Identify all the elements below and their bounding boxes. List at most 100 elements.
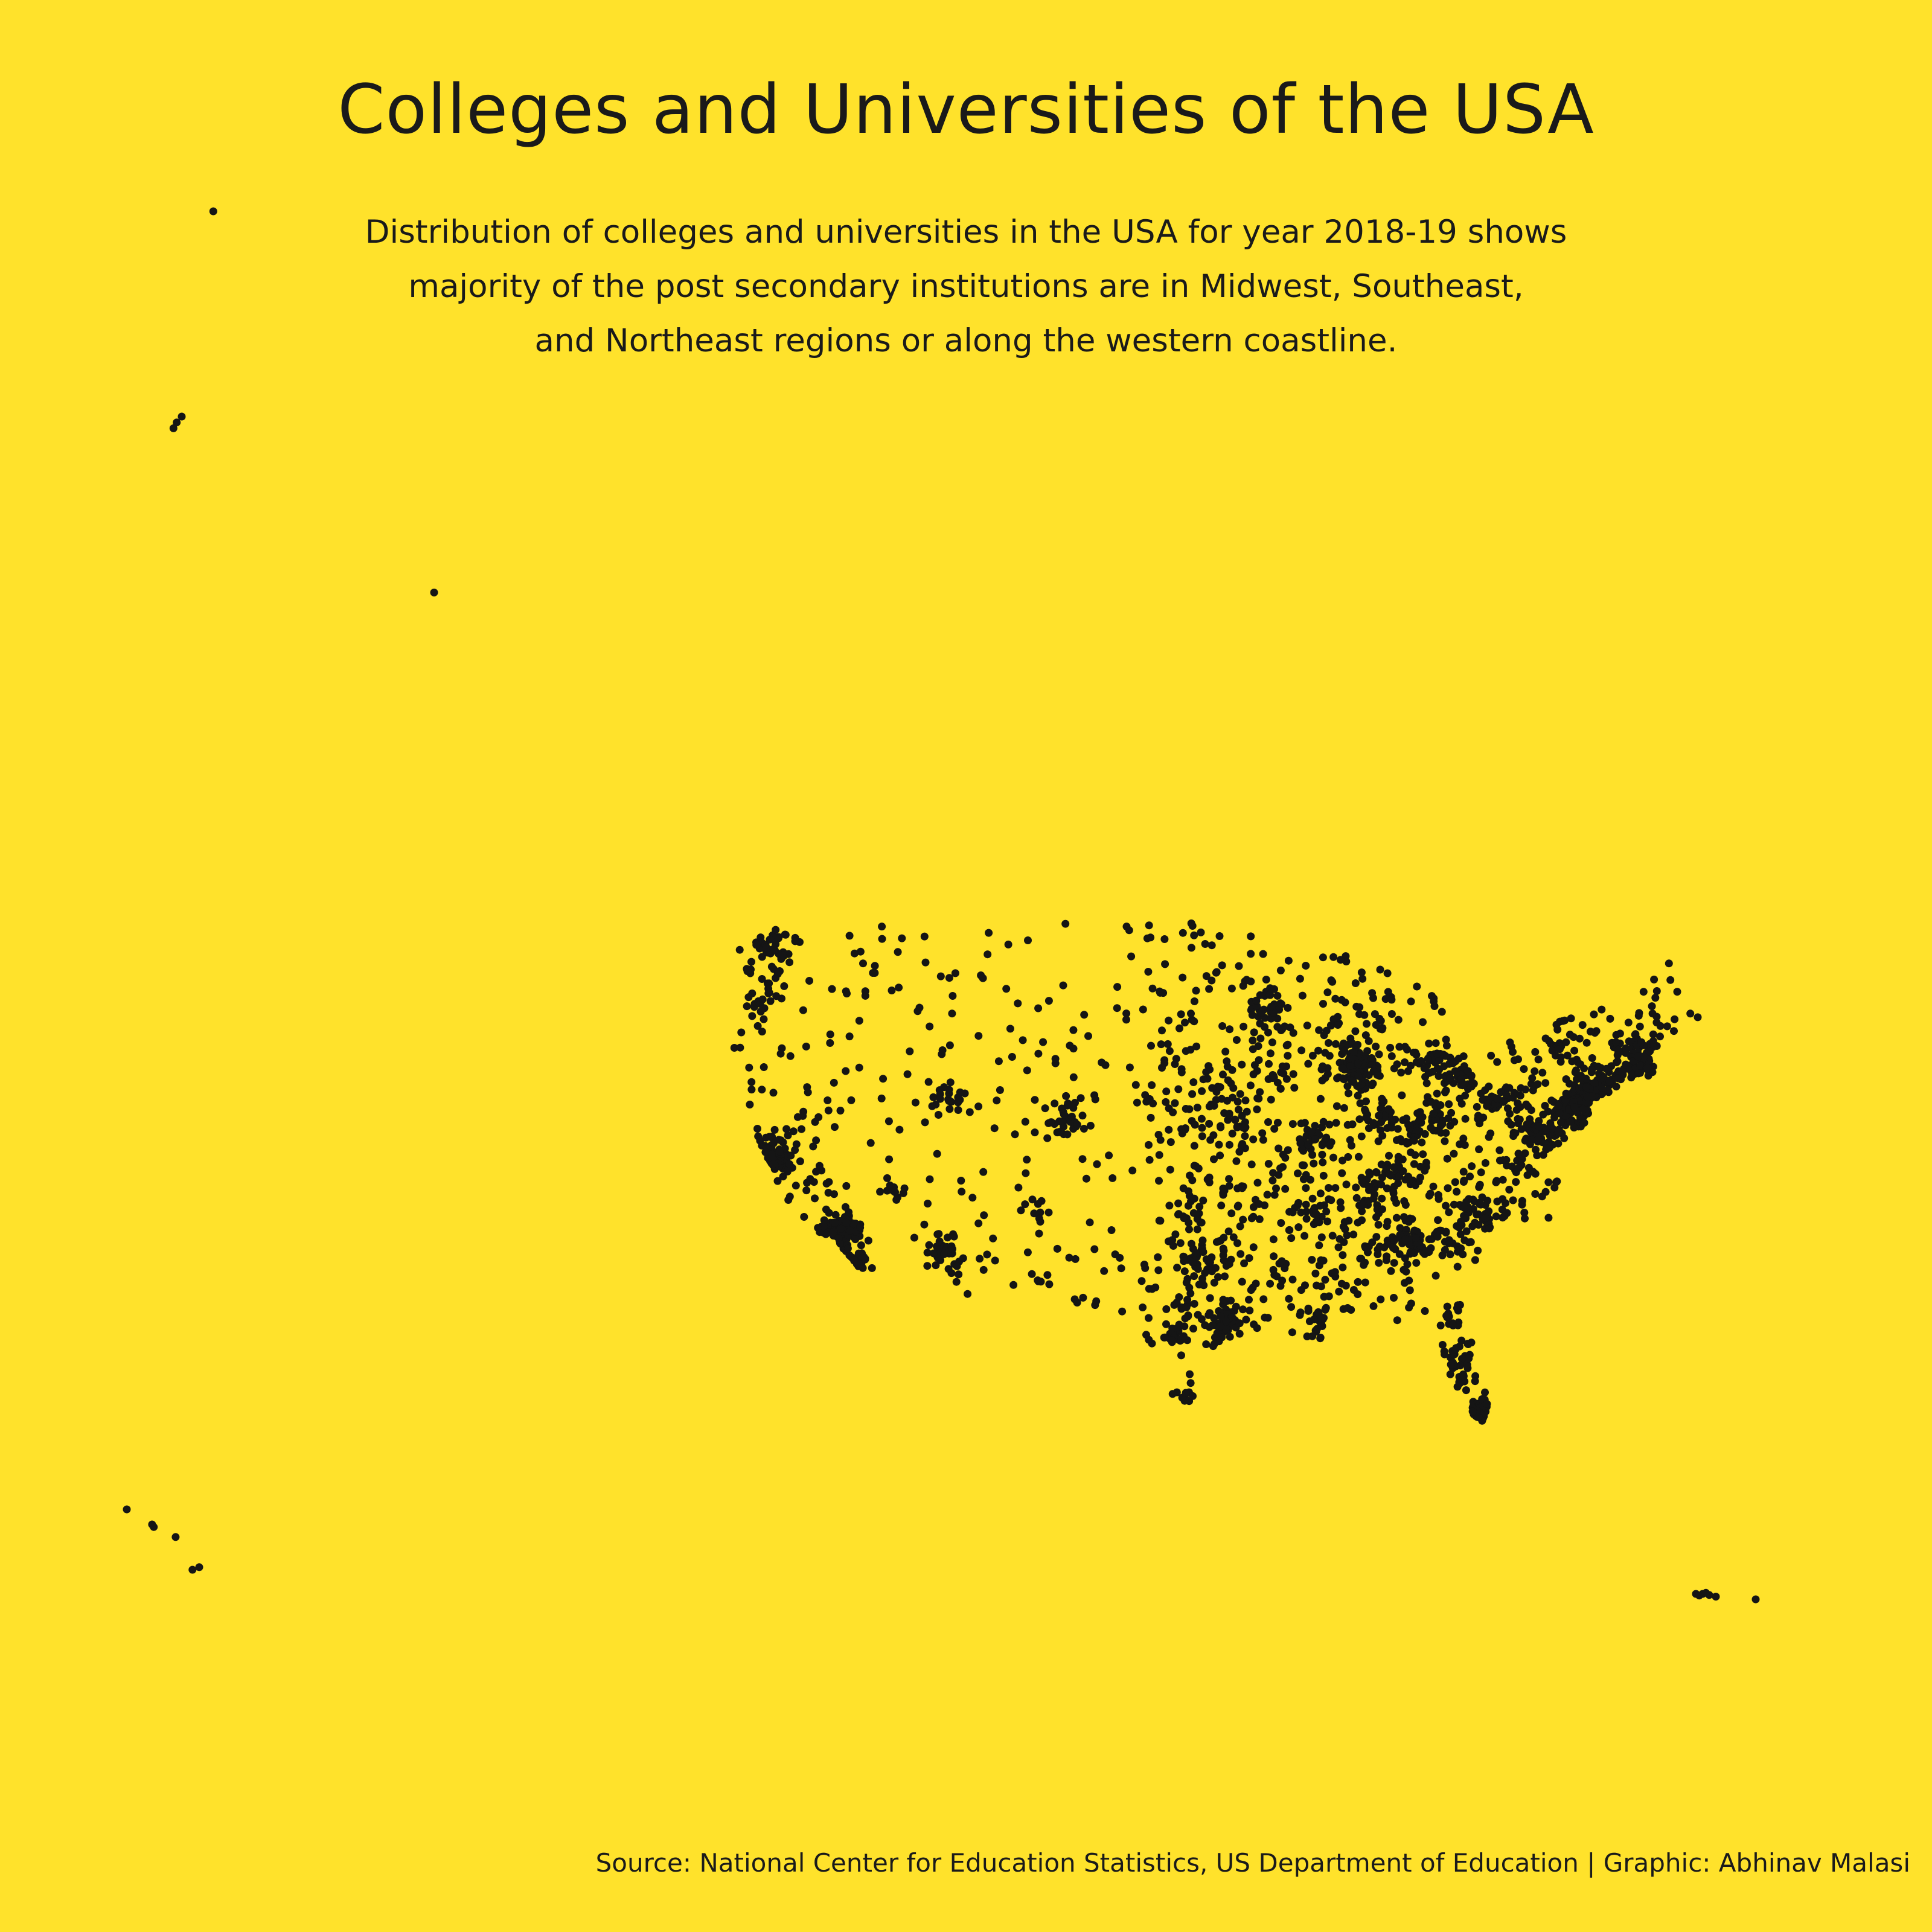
institution-dot (802, 1042, 810, 1051)
institution-dot (1459, 1370, 1468, 1378)
institution-dot (948, 1245, 956, 1253)
institution-dot (1446, 1074, 1454, 1083)
institution-dot (1232, 1157, 1241, 1165)
institution-dot (1278, 1276, 1287, 1285)
institution-dot (812, 1136, 820, 1145)
institution-dot (1323, 1070, 1332, 1078)
institution-dot (1011, 1130, 1019, 1139)
institution-dot (1459, 1178, 1468, 1186)
institution-dot (772, 992, 781, 1000)
institution-dot (786, 1052, 795, 1060)
institution-dot (1063, 1130, 1072, 1139)
institution-dot (1556, 1053, 1565, 1061)
institution-dot (924, 1078, 933, 1086)
institution-dot (1422, 1079, 1431, 1087)
institution-dot (1348, 1076, 1356, 1085)
institution-dot (940, 1250, 948, 1258)
institution-dot (1203, 1176, 1212, 1183)
institution-dot (1235, 1319, 1244, 1328)
institution-dot (1208, 976, 1216, 985)
institution-dot (1315, 1026, 1323, 1034)
institution-dot (1284, 1003, 1292, 1012)
institution-dot (1512, 1105, 1521, 1114)
institution-dot (1375, 1243, 1384, 1251)
institution-dot (1199, 1075, 1208, 1084)
institution-dot (1460, 1141, 1469, 1149)
institution-dot (1530, 1083, 1538, 1091)
institution-dot (1273, 1119, 1282, 1127)
institution-dot (928, 1102, 936, 1110)
institution-dot (1176, 1239, 1185, 1247)
institution-dot (1014, 999, 1022, 1008)
institution-dot (1369, 1194, 1378, 1203)
institution-dot (1314, 1308, 1322, 1316)
institution-dot (846, 1226, 854, 1235)
institution-dot (1322, 1133, 1331, 1142)
institution-dot (1413, 1127, 1421, 1135)
institution-dot (1369, 1302, 1378, 1310)
institution-dot (1514, 1115, 1522, 1123)
institution-dot (1572, 1066, 1580, 1075)
institution-dot (1456, 1379, 1464, 1387)
institution-dot (955, 1270, 963, 1279)
institution-dot (1264, 1118, 1272, 1126)
institution-dot (1438, 1008, 1446, 1016)
institution-dot (1560, 1134, 1569, 1142)
institution-dot (1444, 1184, 1452, 1192)
institution-dot (1325, 1292, 1333, 1300)
institution-dot (1298, 991, 1307, 1000)
institution-dot (1188, 1258, 1197, 1267)
institution-dot (1194, 1265, 1202, 1273)
institution-dot (1080, 1125, 1088, 1133)
institution-dot (856, 1223, 865, 1232)
institution-dot (1175, 1322, 1183, 1331)
institution-dot (1580, 1064, 1588, 1073)
institution-dot (1219, 1185, 1227, 1192)
institution-dot (1190, 1017, 1198, 1026)
institution-dot (974, 1102, 983, 1111)
institution-dot (1069, 1026, 1078, 1034)
institution-dot (842, 1218, 851, 1227)
institution-dot (1570, 1046, 1579, 1055)
institution-dot (1361, 1278, 1369, 1287)
institution-dot (1436, 1226, 1444, 1235)
institution-dot (1378, 1205, 1386, 1214)
institution-dot (1381, 1112, 1389, 1119)
institution-dot (1166, 1165, 1174, 1174)
institution-dot (1476, 1119, 1483, 1128)
institution-dot (1145, 1335, 1153, 1344)
institution-dot (1394, 1016, 1403, 1024)
institution-dot (1671, 1015, 1679, 1023)
institution-dot (1205, 1119, 1214, 1128)
institution-dot (1139, 1005, 1147, 1014)
institution-dot (1541, 1034, 1550, 1043)
institution-dot (1594, 1063, 1602, 1071)
institution-dot (1331, 1040, 1340, 1048)
institution-dot (1107, 1226, 1116, 1234)
institution-dot (1562, 1091, 1570, 1099)
institution-dot (1360, 1011, 1369, 1019)
subtitle-line: Distribution of colleges and universitie… (365, 214, 1567, 251)
institution-dot (1506, 1038, 1514, 1047)
institution-dot (1281, 1154, 1290, 1162)
institution-dot (1187, 1009, 1195, 1018)
institution-dot (1554, 1128, 1563, 1136)
institution-dot (1483, 1102, 1491, 1110)
institution-dot (1514, 1055, 1522, 1063)
institution-dot (1045, 1280, 1054, 1288)
institution-dot (1612, 1083, 1620, 1091)
institution-dot (1631, 1030, 1640, 1038)
institution-dot (974, 1219, 983, 1227)
institution-dot (1367, 1054, 1376, 1062)
institution-dot (1069, 1044, 1078, 1053)
institution-dot (884, 1117, 893, 1125)
institution-dot (1356, 1255, 1364, 1263)
institution-dot (1162, 1087, 1171, 1096)
institution-dot (1323, 988, 1332, 997)
institution-dot (1210, 1155, 1218, 1163)
institution-dot (1100, 1267, 1108, 1275)
institution-dot (1636, 1022, 1644, 1031)
institution-dot (1401, 1235, 1409, 1244)
institution-dot (1193, 1104, 1201, 1112)
institution-dot (1268, 1038, 1276, 1046)
